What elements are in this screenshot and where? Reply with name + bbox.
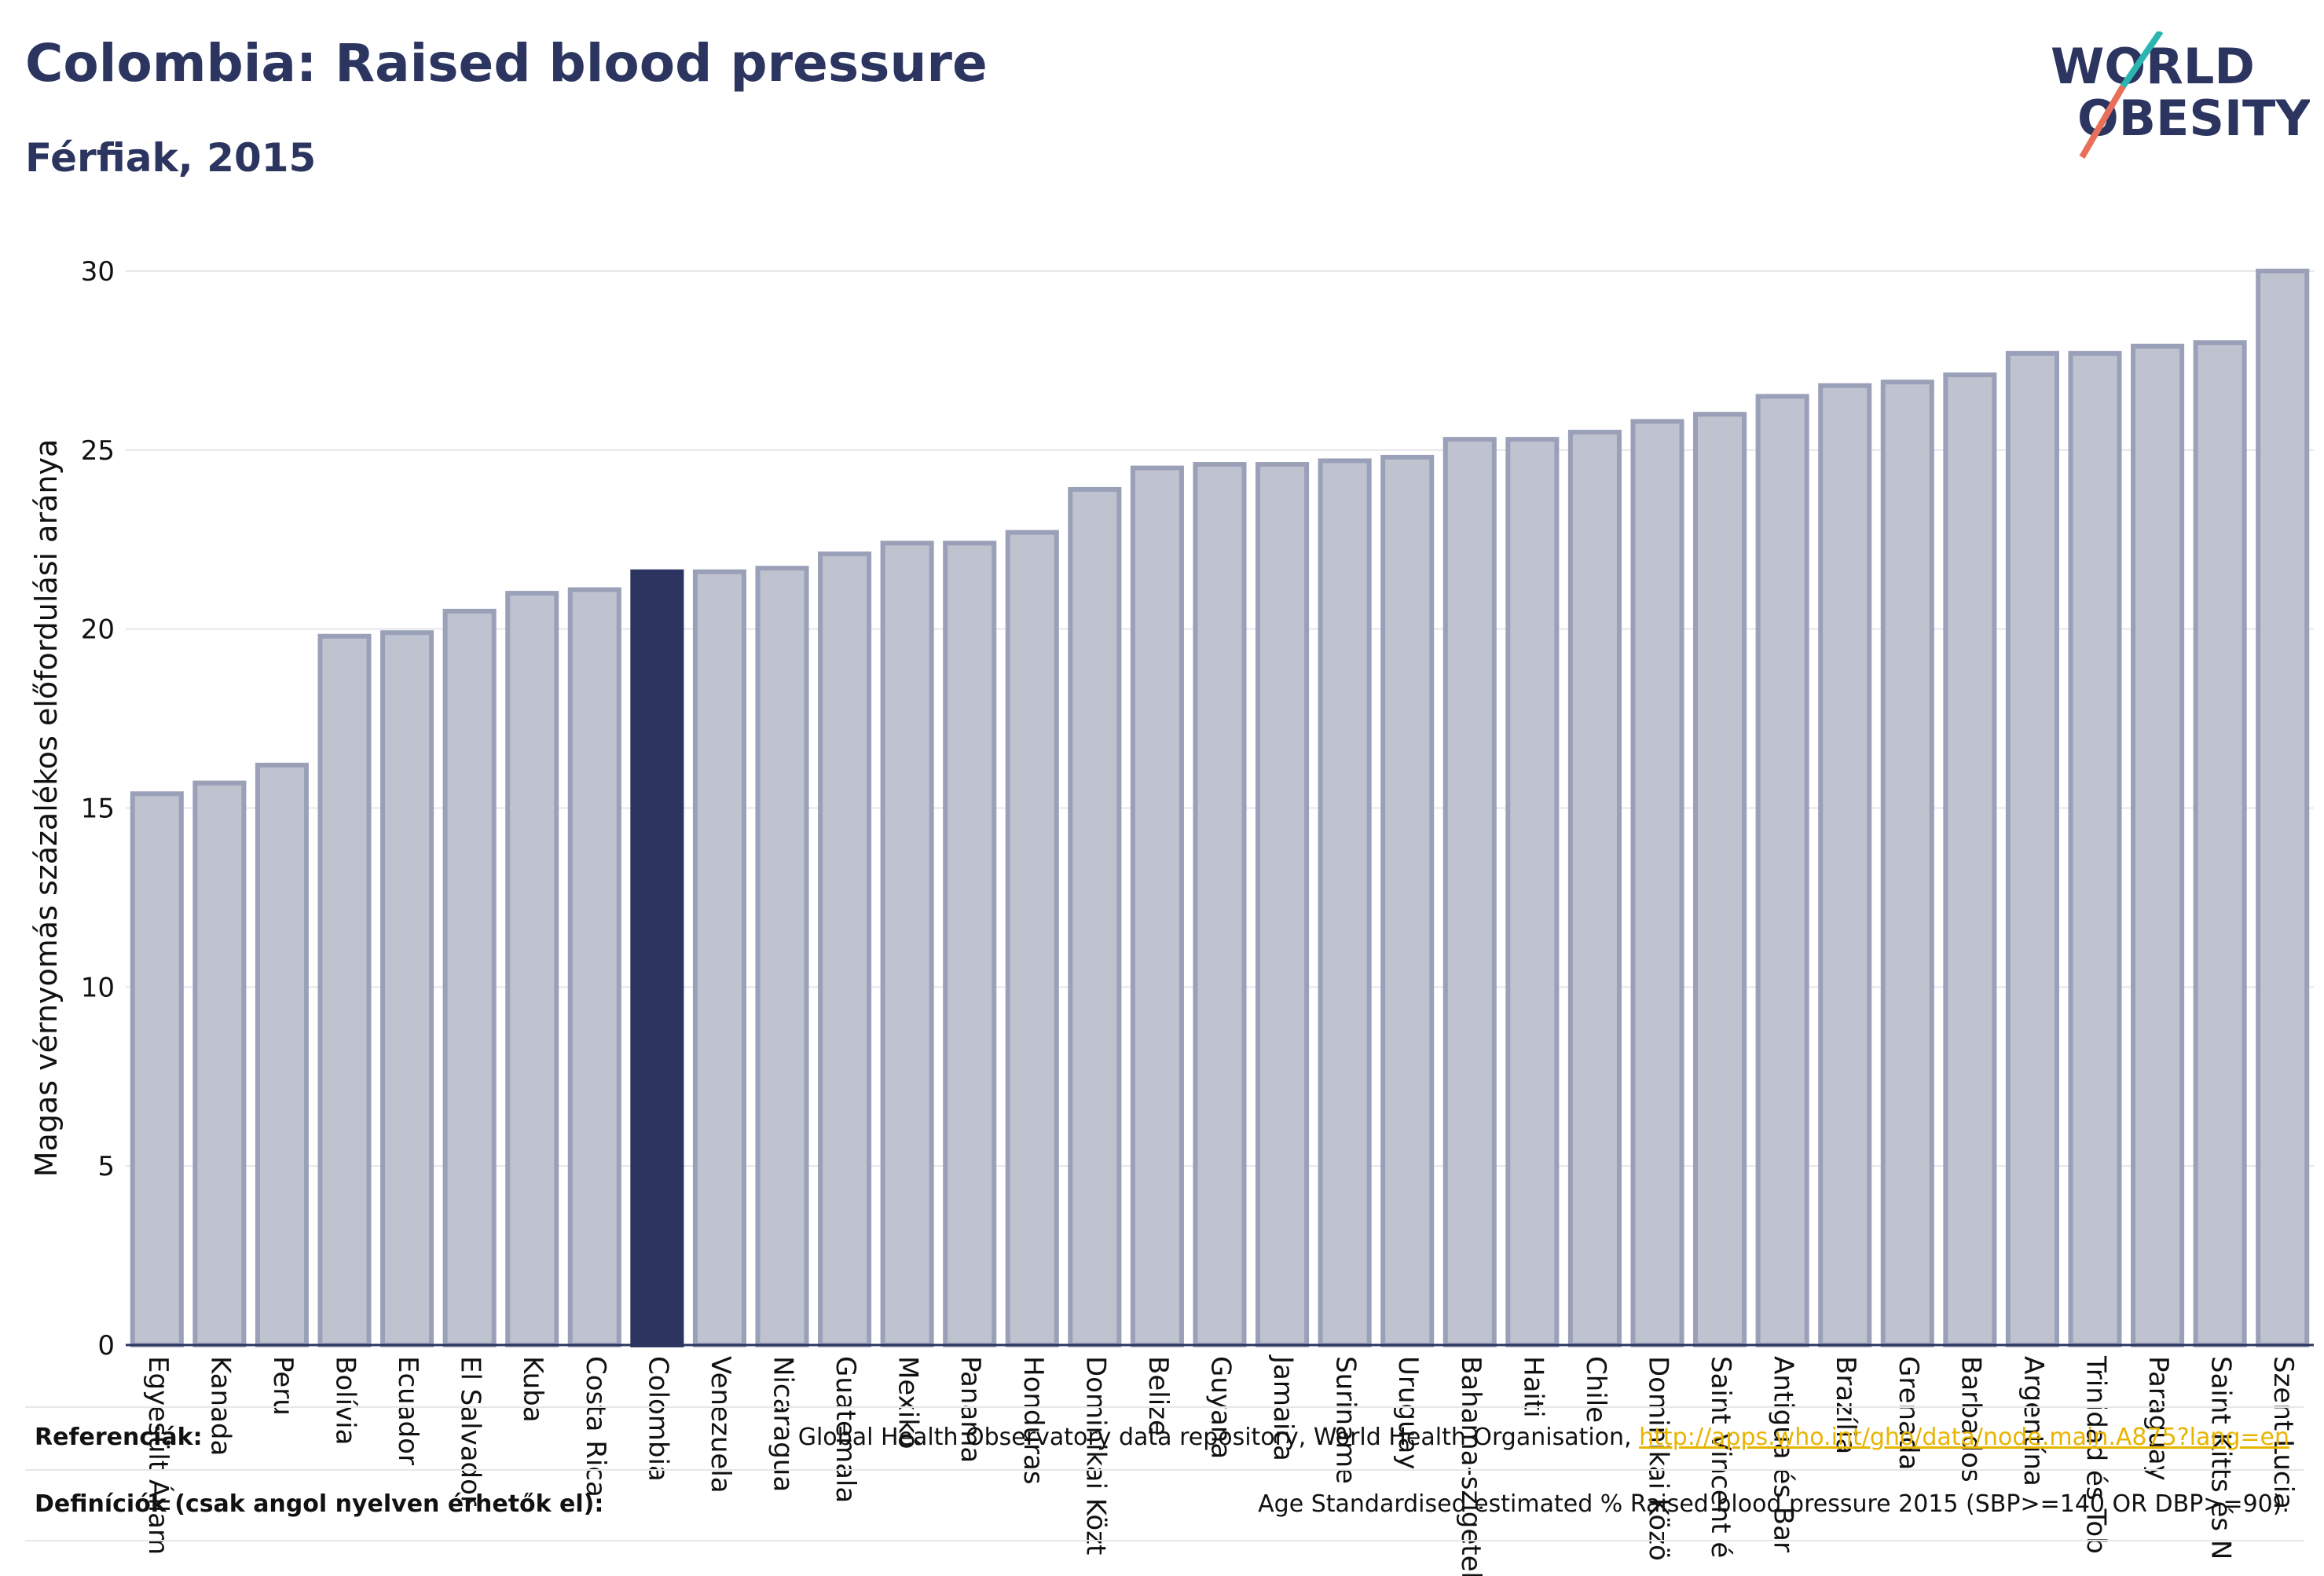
bar [442, 608, 497, 1347]
x-tick-label: Costa Rica [580, 1356, 611, 1497]
references-value: Global Health Observatory data repositor… [798, 1424, 2289, 1451]
x-tick-label: Kuba [517, 1356, 548, 1423]
x-tick-label: Ecuador [392, 1356, 423, 1465]
x-tick-label: Dominikai Közt [1080, 1356, 1111, 1555]
y-axis-title: Magas vérnyomás százalékos előfordulási … [29, 439, 64, 1177]
bar [1255, 462, 1310, 1347]
page-title: Colombia: Raised blood pressure [25, 33, 988, 93]
bar [880, 541, 934, 1347]
page-subtitle: Férfiak, 2015 [25, 135, 317, 181]
bar [1880, 379, 1934, 1347]
x-tick-label: Haiti [1517, 1356, 1549, 1418]
x-tick-label: Bahama-szigetek [1455, 1356, 1486, 1576]
y-tick-label: 15 [81, 793, 115, 825]
x-tick-label: Brazília [1830, 1356, 1861, 1454]
y-tick-label: 20 [81, 614, 115, 646]
footer-divider-bottom [25, 1540, 2304, 1541]
bar [1442, 437, 1497, 1347]
footer-divider-top [25, 1406, 2304, 1408]
bar [192, 780, 247, 1347]
x-tick-label: Antigua és Bar [1768, 1356, 1799, 1552]
definitions-text: Age Standardised estimated % Raised bloo… [1258, 1490, 2289, 1518]
x-tick-label: Peru [267, 1356, 299, 1416]
x-tick-label: Dominikai Közö [1643, 1356, 1674, 1561]
bar [818, 551, 872, 1347]
x-tick-label: Trinidad és Tob [2080, 1355, 2112, 1554]
bar [1193, 462, 1247, 1347]
x-tick-label: Paraguay [2143, 1356, 2174, 1481]
y-tick-label: 25 [81, 435, 115, 467]
bar [317, 633, 372, 1347]
y-tick-label: 30 [81, 256, 115, 288]
logo-graphic: WORLD OBESITY [2051, 29, 2311, 159]
x-tick-label: Grenada [1893, 1356, 1924, 1470]
bar [2193, 340, 2247, 1348]
x-tick-label: Chile [1580, 1356, 1611, 1423]
bar [1130, 465, 1184, 1347]
bar [1318, 458, 1372, 1348]
bar [380, 630, 434, 1347]
x-tick-label: Bolívia [330, 1356, 361, 1445]
y-tick-label: 5 [97, 1151, 115, 1182]
references-label: Referenciák: [35, 1424, 203, 1451]
bar [2256, 269, 2310, 1347]
x-tick-label: Kanada [204, 1356, 236, 1456]
x-tick-label: Panama [955, 1356, 986, 1463]
x-tick-label: Argentína [2018, 1356, 2049, 1486]
y-tick-label: 0 [97, 1330, 115, 1362]
bar [943, 541, 997, 1347]
logo-slash-teal [2120, 29, 2164, 89]
bar [1068, 486, 1122, 1347]
bar [130, 791, 184, 1347]
bar [2131, 343, 2185, 1348]
x-tick-label: Guatemala [830, 1356, 861, 1503]
references-link[interactable]: http://apps.who.int/gho/data/node.main.A… [1639, 1424, 2289, 1451]
world-obesity-logo[interactable]: WORLD OBESITY [2051, 29, 2311, 165]
bar [692, 569, 746, 1347]
x-tick-label: Mexikó [893, 1356, 924, 1450]
bar [1943, 372, 1997, 1348]
bar [1755, 394, 1809, 1348]
bar [567, 587, 621, 1347]
bar [1818, 383, 1872, 1347]
bar [255, 762, 309, 1347]
bar [1005, 530, 1059, 1347]
bar [1380, 454, 1435, 1347]
x-tick-label: Uruguay [1392, 1356, 1424, 1470]
bar [630, 569, 684, 1347]
footer-divider-mid [25, 1469, 2304, 1471]
x-tick-label: Colombia [642, 1356, 673, 1482]
bar [2068, 350, 2122, 1347]
definitions-label: Definíciók (csak angol nyelven érhetők e… [35, 1490, 604, 1518]
x-tick-label: El Salvador [455, 1356, 486, 1506]
x-tick-label: Barbados [1955, 1356, 1986, 1483]
bar [1693, 412, 1747, 1347]
bar [505, 591, 559, 1347]
logo-slash-coral [2079, 84, 2126, 159]
bar [1505, 437, 1560, 1347]
x-tick-label: Honduras [1017, 1356, 1049, 1485]
references-text: Global Health Observatory data repositor… [797, 1424, 1640, 1451]
x-tick-label: Saint Vincent é [1705, 1356, 1736, 1558]
x-tick-label: Belize [1142, 1356, 1174, 1436]
bar [755, 566, 809, 1347]
bar [1567, 430, 1622, 1347]
footer-definitions: Definíciók (csak angol nyelven érhetők e… [35, 1481, 2289, 1528]
bar [1630, 419, 1684, 1347]
bar [2005, 350, 2059, 1347]
x-tick-label: Suriname [1330, 1356, 1362, 1484]
footer-references: Referenciák: Global Health Observatory d… [35, 1414, 2289, 1461]
x-tick-label: Egyesült Állam [142, 1356, 174, 1555]
y-tick-label: 10 [81, 972, 115, 1003]
x-tick-label: Szent Lucia [2267, 1356, 2299, 1509]
x-tick-label: Saint Kitts és N [2205, 1356, 2237, 1560]
